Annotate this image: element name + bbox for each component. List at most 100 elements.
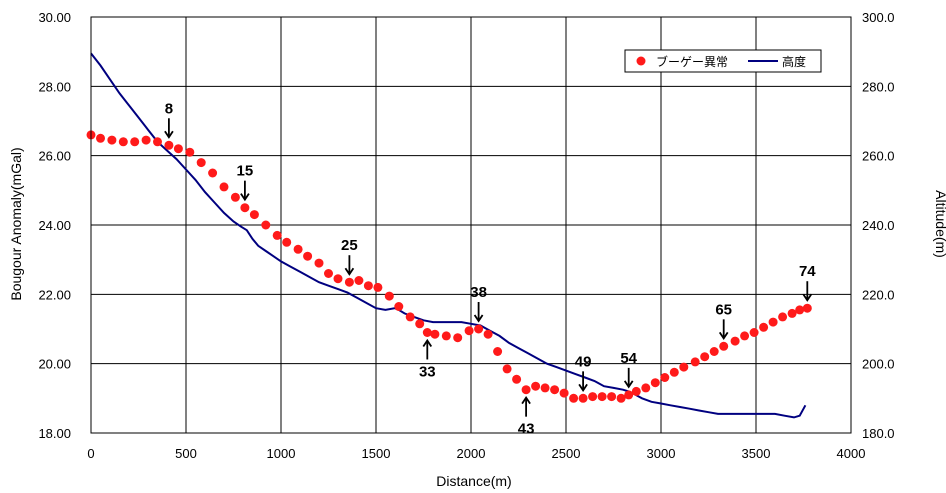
- anomaly-point: [730, 336, 740, 346]
- x-tick-label: 4000: [837, 446, 866, 461]
- anomaly-point: [616, 393, 626, 403]
- anomaly-point: [719, 341, 729, 351]
- annotation-arrowhead: [802, 293, 813, 302]
- annotation-label: 8: [165, 100, 173, 117]
- annotation-arrowhead: [344, 267, 355, 276]
- annotation-49: 49: [575, 353, 592, 392]
- annotation-label: 74: [799, 263, 816, 280]
- annotation-arrowhead: [164, 130, 174, 139]
- anomaly-point: [569, 393, 579, 403]
- legend-label-altitude: 高度: [782, 54, 806, 69]
- anomaly-point: [373, 282, 383, 292]
- anomaly-point: [354, 276, 364, 285]
- annotation-8: 8: [164, 100, 174, 139]
- anomaly-point: [597, 392, 607, 402]
- annotation-label: 15: [237, 163, 254, 180]
- anomaly-point: [641, 383, 651, 393]
- y-tick-label: 30.00: [38, 10, 71, 25]
- y-axis-title: Bougour Anomaly(mGal): [8, 147, 24, 300]
- annotation-arrowhead: [718, 331, 729, 340]
- anomaly-point: [624, 390, 634, 400]
- anomaly-point: [153, 137, 162, 147]
- annotation-arrowhead: [422, 338, 433, 347]
- y2-tick-label: 180.0: [862, 426, 895, 441]
- anomaly-point: [607, 392, 617, 402]
- anomaly-point: [196, 158, 206, 168]
- y-tick-label: 26.00: [38, 149, 71, 164]
- annotation-33: 33: [419, 338, 436, 380]
- anomaly-point: [272, 230, 282, 240]
- anomaly-point: [405, 312, 415, 322]
- legend-box: [624, 49, 822, 73]
- anomaly-point: [493, 347, 503, 356]
- annotation-25: 25: [341, 237, 358, 276]
- y2-tick-label: 220.0: [862, 287, 895, 302]
- legend: ブーゲー異常 高度: [624, 49, 822, 73]
- anomaly-point: [531, 381, 541, 391]
- annotation-arrowhead: [521, 396, 531, 405]
- anomaly-point: [293, 244, 303, 254]
- y2-tick-label: 240.0: [862, 218, 895, 233]
- x-tick-label: 2500: [552, 446, 581, 461]
- anomaly-point: [749, 328, 759, 337]
- anomaly-point: [550, 385, 560, 395]
- altitude-series: [90, 52, 807, 419]
- anomaly-point: [96, 133, 105, 143]
- anomaly-point: [303, 251, 313, 261]
- anomaly-point: [230, 192, 240, 202]
- anomaly-point: [690, 357, 700, 367]
- anomaly-point: [441, 331, 451, 341]
- legend-label-anomaly: ブーゲー異常: [656, 54, 728, 69]
- anomaly-point: [282, 237, 292, 247]
- anomaly-point: [384, 291, 394, 301]
- anomaly-point: [540, 383, 550, 393]
- annotation-74: 74: [799, 263, 816, 302]
- anomaly-point: [324, 269, 333, 278]
- anomaly-point: [474, 324, 484, 334]
- y-tick-label: 20.00: [38, 357, 71, 372]
- anomaly-point: [631, 386, 641, 396]
- anomaly-point: [344, 277, 354, 287]
- anomaly-point: [464, 326, 474, 336]
- y2-tick-label: 260.0: [862, 149, 895, 164]
- annotation-arrowhead: [623, 380, 634, 389]
- annotation-54: 54: [620, 350, 638, 389]
- anomaly-point: [422, 328, 432, 337]
- anomaly-point: [185, 147, 195, 157]
- annotation-43: 43: [518, 396, 534, 438]
- anomaly-point: [208, 168, 218, 178]
- anomaly-point: [578, 393, 588, 403]
- anomaly-point: [219, 182, 229, 192]
- anomaly-point: [559, 388, 569, 398]
- x-tick-label: 2000: [457, 446, 486, 461]
- y2-tick-label: 200.0: [862, 357, 895, 372]
- anomaly-point: [512, 374, 522, 384]
- x-tick-label: 1000: [267, 446, 296, 461]
- x-tick-label: 0: [87, 446, 94, 461]
- annotation-label: 65: [715, 301, 732, 318]
- anomaly-point: [118, 137, 128, 147]
- x-tick-label: 3500: [742, 446, 771, 461]
- anomaly-point: [249, 210, 259, 220]
- y2-tick-label: 300.0: [862, 10, 895, 25]
- anomaly-point: [107, 135, 117, 145]
- y2-tick-label: 280.0: [862, 79, 895, 94]
- anomaly-point: [483, 329, 493, 339]
- annotation-label: 49: [575, 353, 592, 370]
- annotation-15: 15: [237, 163, 254, 202]
- anomaly-point: [669, 367, 679, 377]
- anomaly-point: [394, 302, 404, 311]
- anomaly-point: [430, 329, 440, 339]
- anomaly-point: [502, 364, 512, 374]
- anomaly-point: [415, 319, 425, 329]
- anomaly-series: [86, 130, 812, 403]
- annotation-arrowhead: [473, 314, 484, 323]
- anomaly-point: [453, 333, 463, 343]
- annotation-label: 38: [470, 284, 487, 301]
- anomaly-point: [240, 203, 250, 213]
- x-tick-label: 1500: [362, 446, 391, 461]
- annotation-38: 38: [470, 284, 487, 323]
- anomaly-point: [588, 392, 598, 402]
